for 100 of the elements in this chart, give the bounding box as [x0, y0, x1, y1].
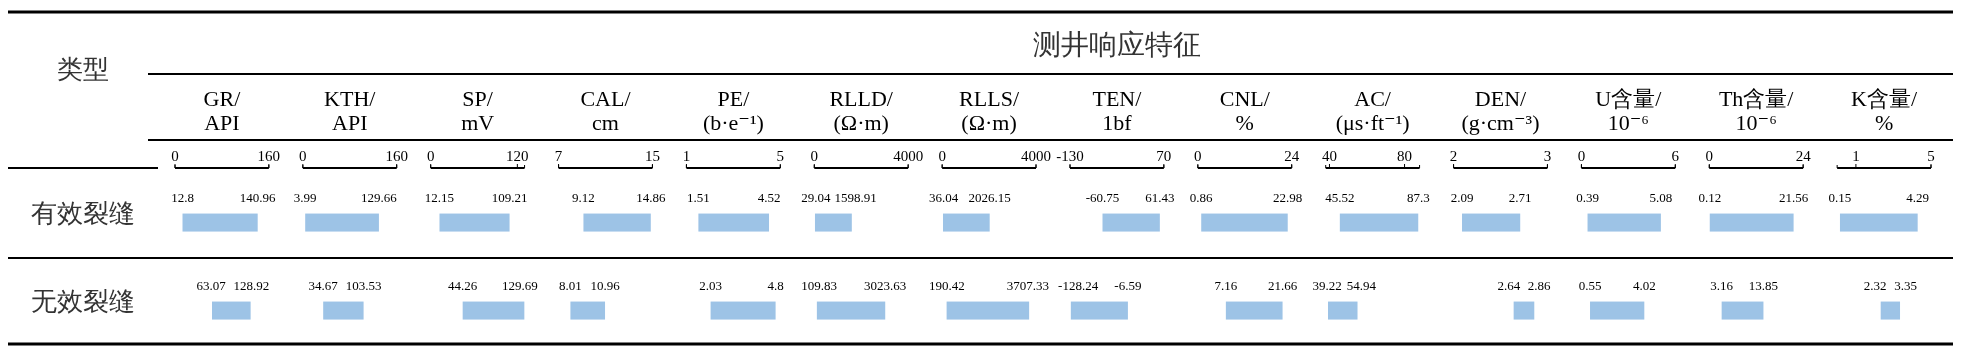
annotation: 5.08: [1649, 190, 1673, 205]
x-axis-title: DEN/(g·cm⁻³): [1461, 86, 1540, 135]
annotation: -6.59: [1114, 278, 1142, 293]
annotation: 10.96: [590, 278, 621, 293]
x-tick-label: 0: [938, 148, 946, 164]
annotation: 21.56: [1778, 190, 1809, 205]
x-tick-label: 160: [385, 148, 408, 164]
y-tick-label: 无效裂缝: [31, 287, 135, 316]
annotation: 44.26: [448, 278, 478, 293]
annotation: 109.21: [491, 190, 528, 205]
annotation: 190.42: [929, 278, 965, 293]
y-tick-label: 有效裂缝: [31, 199, 135, 228]
annotation: 0.86: [1189, 190, 1214, 205]
annotation: 2.64: [1497, 278, 1521, 293]
annotation: 2.03: [699, 278, 722, 293]
annotation: 3707.33: [1006, 278, 1050, 293]
x-tick-label: 0: [426, 148, 435, 164]
x-axis-title: K含量/%: [1851, 86, 1918, 135]
x-axis-title: U含量/10⁻⁶: [1595, 86, 1663, 135]
annotation: 14.86: [636, 190, 666, 205]
annotation: 87.3: [1406, 190, 1430, 205]
x-tick-label: 4000: [893, 148, 924, 164]
x-tick-label: 15: [644, 148, 660, 164]
y-axis-title: 类型: [57, 55, 109, 84]
x-tick-label: 3: [1543, 148, 1552, 164]
annotation: 109.83: [801, 278, 837, 293]
annotation: -128.24: [1058, 278, 1099, 293]
x-tick-label: 4000: [1021, 148, 1051, 164]
annotation: 36.04: [929, 190, 959, 205]
annotation: 0.55: [1578, 278, 1602, 293]
annotation: 3023.63: [864, 278, 907, 293]
x-tick-label: 1: [682, 148, 691, 164]
annotation: 39.22: [1312, 278, 1342, 293]
annotation: 61.43: [1145, 190, 1175, 205]
annotation: 129.69: [501, 278, 538, 293]
annotation: 45.52: [1325, 190, 1355, 205]
x-axis-title: CNL/%: [1219, 86, 1271, 135]
x-tick-label: 80: [1397, 148, 1413, 164]
annotation: 4.52: [757, 190, 781, 205]
annotation: 21.66: [1267, 278, 1298, 293]
annotation: 0.15: [1828, 190, 1852, 205]
annotation: 4.8: [767, 278, 784, 293]
x-tick-label: 0: [1705, 148, 1714, 164]
annotation: 128.92: [233, 278, 270, 293]
x-axis-title: Th含量/10⁻⁶: [1718, 86, 1795, 135]
annotation: 2.32: [1863, 278, 1887, 293]
annotation: 12.8: [171, 190, 194, 205]
annotation: -60.75: [1085, 190, 1120, 205]
x-tick-label: 0: [171, 148, 179, 164]
x-tick-label: 2: [1449, 148, 1458, 164]
chart-title: 测井响应特征: [1032, 29, 1201, 60]
annotation: 4.02: [1632, 278, 1656, 293]
x-axis-title: RLLS/(Ω·m): [959, 86, 1020, 135]
annotation: 2026.15: [968, 190, 1011, 205]
x-axis-title: CAL/cm: [580, 86, 632, 135]
x-axis-title: SP/mV: [461, 86, 495, 135]
annotation: 103.53: [345, 278, 382, 293]
x-axis-title: AC/(μs·ft⁻¹): [1335, 86, 1410, 135]
x-tick-label: 24: [1795, 148, 1812, 164]
annotation: 4.29: [1906, 190, 1930, 205]
x-tick-label: -130: [1056, 148, 1084, 164]
x-axis-title: RLLD/(Ω·m): [829, 86, 894, 135]
annotation: 140.96: [239, 190, 277, 205]
annotation: 3.99: [293, 190, 317, 205]
annotation: 1598.91: [834, 190, 877, 205]
x-tick-label: 40: [1321, 148, 1337, 164]
annotation: 0.39: [1576, 190, 1599, 205]
x-tick-label: 0: [299, 148, 307, 164]
annotation: 129.66: [361, 190, 398, 205]
annotation: 3.35: [1894, 278, 1917, 293]
annotation: 54.94: [1346, 278, 1377, 293]
x-tick-label: 0: [1194, 148, 1202, 164]
annotation: 2.09: [1450, 190, 1474, 205]
annotation: 63.07: [196, 278, 227, 293]
x-axis-title: GR/API: [203, 86, 242, 135]
annotation: 1.51: [687, 190, 710, 205]
x-tick-label: 5: [1927, 148, 1935, 164]
annotation: 12.15: [424, 190, 455, 205]
annotation: 29.04: [801, 190, 831, 205]
x-axis-title: PE/(b·e⁻¹): [702, 86, 764, 135]
x-tick-label: 5: [776, 148, 785, 164]
annotation: 8.01: [559, 278, 582, 293]
x-tick-label: 70: [1156, 148, 1172, 164]
annotation: 13.85: [1748, 278, 1779, 293]
x-axis-title: TEN/1bf: [1092, 86, 1143, 135]
x-tick-label: 160: [257, 148, 281, 164]
annotation: 22.98: [1273, 190, 1303, 205]
annotation: 0.12: [1698, 190, 1722, 205]
annotation: 34.67: [308, 278, 339, 293]
x-tick-label: 1: [1852, 148, 1860, 164]
x-tick-label: 0: [810, 148, 819, 164]
x-axis-title: KTH/API: [324, 86, 377, 135]
x-tick-label: 0: [1577, 148, 1586, 164]
annotation: 7.16: [1214, 278, 1238, 293]
x-tick-label: 24: [1284, 148, 1300, 164]
annotation: 2.71: [1508, 190, 1532, 205]
annotation: 3.16: [1710, 278, 1734, 293]
annotation: 2.86: [1527, 278, 1552, 293]
x-tick-label: 7: [554, 148, 563, 164]
x-tick-label: 120: [506, 148, 529, 164]
